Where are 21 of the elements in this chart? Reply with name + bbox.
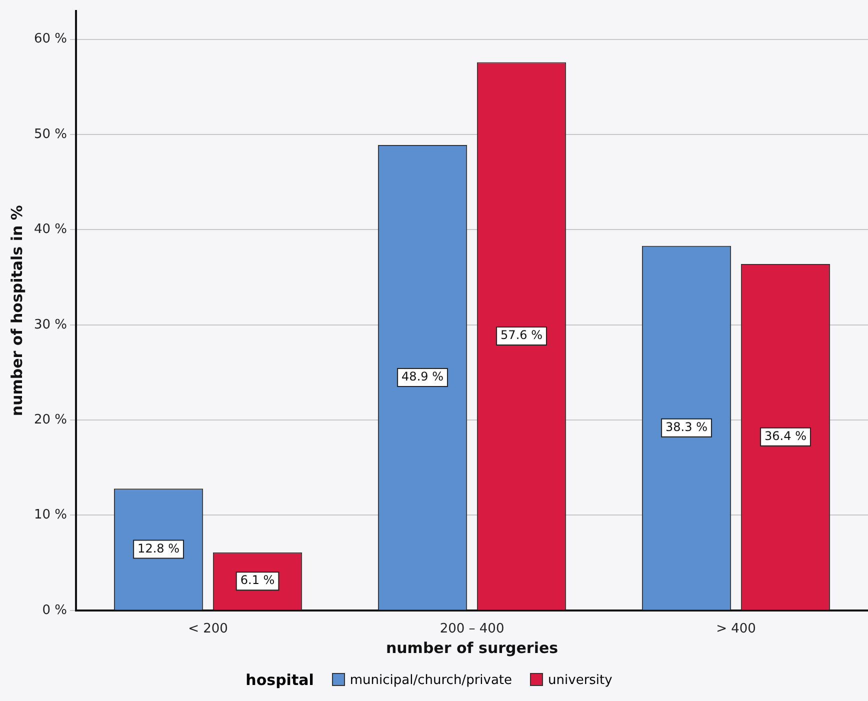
legend-title: hospital [246, 671, 314, 689]
legend-label: university [547, 672, 612, 688]
x-tick-label: > 400 [716, 622, 756, 637]
y-tick-label: 0 % [42, 602, 68, 618]
y-axis-title: number of hospitals in % [8, 205, 26, 416]
y-tick-label: 10 % [34, 508, 68, 523]
data-label: 36.4 % [764, 429, 806, 444]
y-tick-label: 50 % [34, 126, 68, 142]
x-tick-label: < 200 [188, 622, 228, 637]
x-axis-title: number of surgeries [386, 638, 558, 657]
data-label: 6.1 % [240, 573, 275, 588]
data-label: 38.3 % [666, 420, 708, 434]
y-tick-label: 40 % [34, 222, 68, 238]
y-tick-label: 20 % [34, 412, 68, 428]
legend-label: municipal/church/private [348, 672, 512, 688]
x-tick-label: 200 – 400 [440, 622, 504, 637]
y-tick-label: 60 % [34, 32, 68, 47]
data-label: 12.8 % [138, 541, 180, 556]
data-label: 48.9 % [402, 370, 444, 384]
data-label: 57.6 % [500, 328, 542, 342]
y-tick-label: 30 % [34, 317, 68, 332]
